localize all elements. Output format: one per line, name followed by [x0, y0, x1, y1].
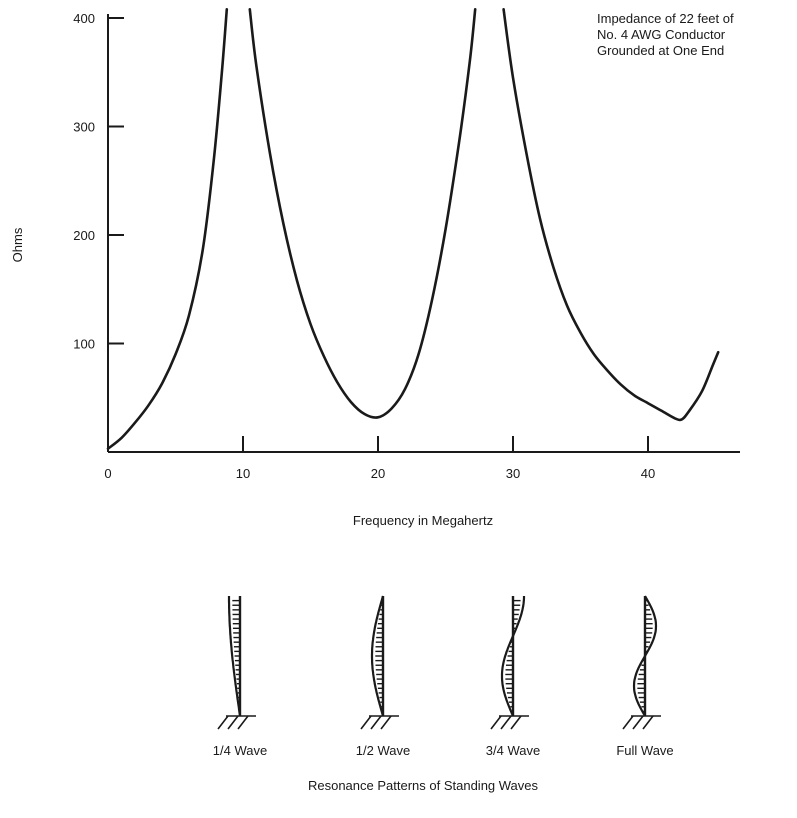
ground-hatch: [217, 715, 229, 730]
x-tick-label: 20: [371, 466, 385, 481]
ground-hatch: [622, 715, 634, 730]
y-tick-label: 200: [73, 228, 95, 243]
x-axis-label: Frequency in Megahertz: [353, 513, 493, 528]
y-tick-label: 300: [73, 120, 95, 135]
ground-hatch: [237, 715, 249, 730]
wave-envelope: [500, 596, 526, 717]
wave-envelope: [370, 595, 385, 717]
ground-hatch: [380, 715, 392, 730]
standing-wave-quarter: 1/4 Wave: [213, 596, 267, 758]
impedance-curve-segment: [106, 8, 229, 450]
ground-hatch: [510, 715, 522, 730]
ground-hatch: [227, 715, 239, 730]
standing-wave-three-quarter: 3/4 Wave: [486, 596, 540, 758]
chart-title: Impedance of 22 feet of No. 4 AWG Conduct…: [597, 11, 734, 58]
x-tick-label: 40: [641, 466, 655, 481]
wave-label: 1/2 Wave: [356, 743, 410, 758]
ground-hatch: [642, 715, 654, 730]
chart-title-line: Impedance of 22 feet of: [597, 11, 734, 26]
ground-hatch: [370, 715, 382, 730]
wave-envelope: [227, 596, 242, 717]
chart-title-line: Grounded at One End: [597, 43, 724, 58]
standing-wave-half: 1/2 Wave: [356, 595, 410, 758]
impedance-curve-segment: [248, 8, 477, 419]
ground-hatch: [360, 715, 372, 730]
y-tick-label: 400: [73, 11, 95, 26]
x-tick-label: 10: [236, 466, 250, 481]
wave-label: Full Wave: [616, 743, 673, 758]
standing-wave-patterns: 1/4 Wave 1/2 Wave 3/4 Wave Full Wave: [213, 595, 674, 758]
x-tick-label: 0: [104, 466, 111, 481]
y-axis-label: Ohms: [10, 227, 25, 262]
wave-label: 3/4 Wave: [486, 743, 540, 758]
wave-caption: Resonance Patterns of Standing Waves: [308, 778, 539, 793]
y-ticks: 100 200 300 400: [73, 11, 124, 352]
ground-hatch: [490, 715, 502, 730]
y-tick-label: 100: [73, 337, 95, 352]
ground-hatch: [632, 715, 644, 730]
standing-wave-full: Full Wave: [616, 595, 674, 758]
impedance-chart: Ohms Frequency in Megahertz Impedance of…: [10, 8, 740, 528]
wave-label: 1/4 Wave: [213, 743, 267, 758]
chart-title-line: No. 4 AWG Conductor: [597, 27, 726, 42]
ground-hatch: [500, 715, 512, 730]
x-tick-label: 30: [506, 466, 520, 481]
impedance-curve: [106, 8, 720, 450]
x-ticks: 0 10 20 30 40: [104, 436, 655, 481]
impedance-curve-segment: [502, 8, 720, 422]
